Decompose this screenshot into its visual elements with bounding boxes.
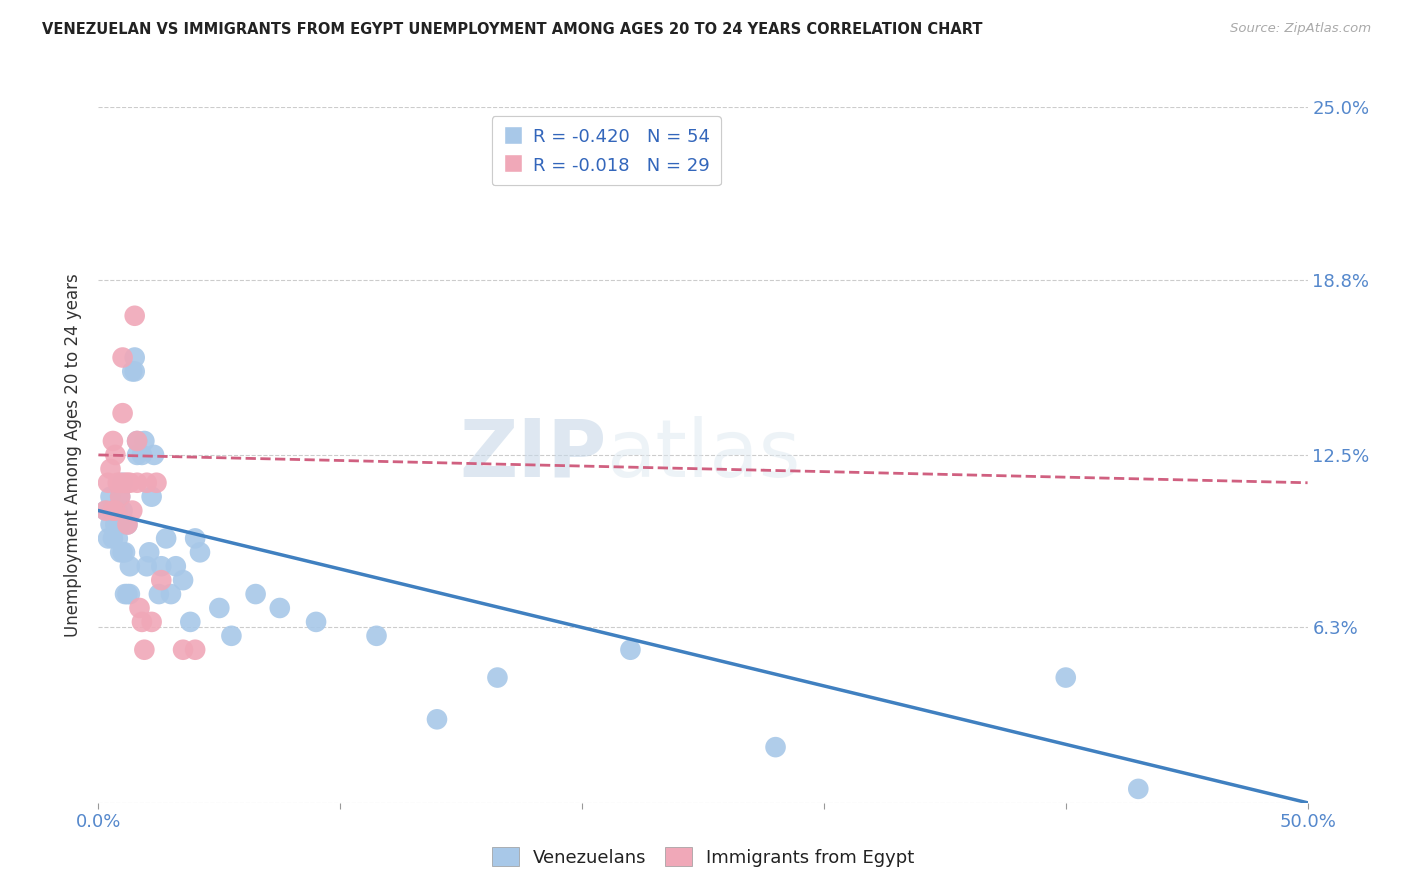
Point xyxy=(100,490,122,504)
Point xyxy=(150,573,173,587)
Point xyxy=(141,490,163,504)
Point xyxy=(765,740,787,755)
Point xyxy=(108,475,131,490)
Point xyxy=(108,490,131,504)
Point xyxy=(94,503,117,517)
Point xyxy=(134,642,156,657)
Point xyxy=(121,364,143,378)
Point xyxy=(208,601,231,615)
Point xyxy=(221,629,243,643)
Legend: Venezuelans, Immigrants from Egypt: Venezuelans, Immigrants from Egypt xyxy=(484,840,922,874)
Point xyxy=(1054,671,1077,685)
Point xyxy=(107,532,129,546)
Point xyxy=(104,503,127,517)
Point xyxy=(127,475,149,490)
Point xyxy=(101,503,124,517)
Point xyxy=(138,545,160,559)
Point xyxy=(104,503,127,517)
Point xyxy=(118,475,141,490)
Point xyxy=(114,587,136,601)
Point xyxy=(127,434,149,448)
Point xyxy=(108,545,131,559)
Point xyxy=(1128,781,1150,796)
Text: VENEZUELAN VS IMMIGRANTS FROM EGYPT UNEMPLOYMENT AMONG AGES 20 TO 24 YEARS CORRE: VENEZUELAN VS IMMIGRANTS FROM EGYPT UNEM… xyxy=(42,22,983,37)
Point xyxy=(184,532,207,546)
Point xyxy=(426,712,449,726)
Point xyxy=(97,475,120,490)
Point xyxy=(108,517,131,532)
Point xyxy=(486,671,509,685)
Point xyxy=(141,615,163,629)
Point xyxy=(134,434,156,448)
Point xyxy=(101,434,124,448)
Point xyxy=(188,545,211,559)
Point xyxy=(135,475,157,490)
Point xyxy=(114,545,136,559)
Point xyxy=(104,517,127,532)
Point xyxy=(124,351,146,365)
Point xyxy=(131,615,153,629)
Point xyxy=(100,517,122,532)
Point xyxy=(179,615,201,629)
Point xyxy=(104,448,127,462)
Point xyxy=(118,559,141,574)
Point xyxy=(145,475,167,490)
Point xyxy=(184,642,207,657)
Text: Source: ZipAtlas.com: Source: ZipAtlas.com xyxy=(1230,22,1371,36)
Point xyxy=(107,503,129,517)
Point xyxy=(111,475,134,490)
Point xyxy=(117,517,139,532)
Point xyxy=(366,629,388,643)
Point xyxy=(94,503,117,517)
Point xyxy=(101,503,124,517)
Point xyxy=(101,532,124,546)
Y-axis label: Unemployment Among Ages 20 to 24 years: Unemployment Among Ages 20 to 24 years xyxy=(65,273,83,637)
Point xyxy=(118,587,141,601)
Point xyxy=(108,490,131,504)
Text: ZIP: ZIP xyxy=(458,416,606,494)
Point xyxy=(121,503,143,517)
Point xyxy=(135,559,157,574)
Point xyxy=(111,406,134,420)
Point xyxy=(160,587,183,601)
Point xyxy=(245,587,267,601)
Point xyxy=(155,532,177,546)
Point xyxy=(128,601,150,615)
Point xyxy=(619,642,641,657)
Point xyxy=(111,545,134,559)
Legend: R = -0.420   N = 54, R = -0.018   N = 29: R = -0.420 N = 54, R = -0.018 N = 29 xyxy=(492,116,721,186)
Point xyxy=(114,475,136,490)
Point xyxy=(148,587,170,601)
Point xyxy=(150,559,173,574)
Point xyxy=(111,351,134,365)
Point xyxy=(165,559,187,574)
Point xyxy=(117,587,139,601)
Point xyxy=(124,364,146,378)
Point xyxy=(143,448,166,462)
Point xyxy=(124,309,146,323)
Point xyxy=(100,462,122,476)
Point xyxy=(269,601,291,615)
Point xyxy=(127,434,149,448)
Point xyxy=(117,517,139,532)
Point xyxy=(131,448,153,462)
Point xyxy=(305,615,328,629)
Point xyxy=(107,475,129,490)
Point xyxy=(111,503,134,517)
Point xyxy=(172,642,194,657)
Point xyxy=(127,448,149,462)
Point xyxy=(117,475,139,490)
Point xyxy=(97,532,120,546)
Text: atlas: atlas xyxy=(606,416,800,494)
Point xyxy=(172,573,194,587)
